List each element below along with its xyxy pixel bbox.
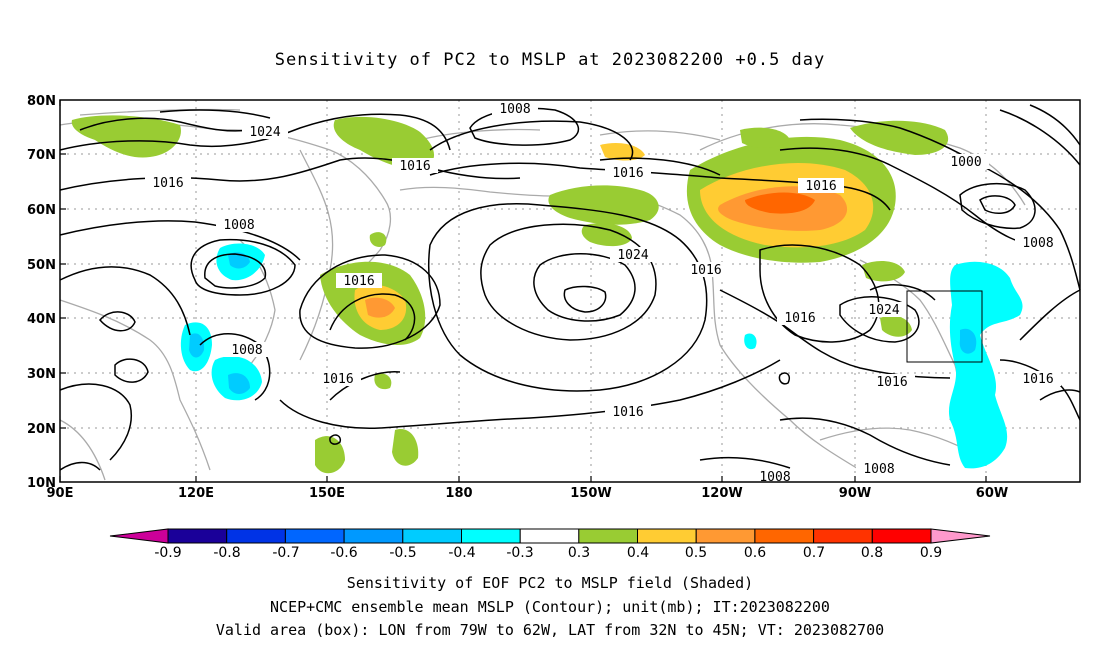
colorbar-cell	[226, 528, 286, 544]
colorbar-cell	[284, 528, 345, 544]
contour-label: 1008	[231, 343, 262, 358]
contour-label: 1016	[152, 176, 183, 191]
colorbar-label: 0.7	[803, 545, 825, 561]
colorbar-cell	[871, 528, 932, 544]
map-title: Sensitivity of PC2 to MSLP at 2023082200…	[274, 50, 826, 70]
lat-tick-label: 40N	[27, 312, 56, 327]
lat-tick-label: 30N	[27, 367, 56, 382]
contour-label: 1016	[876, 375, 907, 390]
valid-area-box	[906, 290, 983, 363]
map-area: 1008 1024 1016 1016 1008 1016 1016 1024 …	[59, 99, 1081, 485]
map-frame	[59, 99, 1081, 483]
colorbar-cell	[343, 528, 404, 544]
colorbar-low-cap	[109, 528, 169, 544]
mslp-contours	[59, 104, 1081, 471]
caption-line-2: NCEP+CMC ensemble mean MSLP (Contour); u…	[270, 598, 830, 616]
lon-tick-label: 120E	[178, 486, 214, 501]
lat-tick-label: 60N	[27, 203, 56, 218]
lat-labels: 80N 70N 60N 50N 40N 30N 20N 10N	[27, 94, 56, 491]
contour-label: 1024	[249, 125, 280, 140]
lat-tick-label: 80N	[27, 94, 56, 109]
colorbar-label: -0.7	[272, 545, 299, 561]
colorbar-label: 0.4	[627, 545, 649, 561]
contour-labels: 1008 1024 1016 1016 1008 1016 1016 1024 …	[152, 102, 1054, 485]
colorbar-label: 0.6	[744, 545, 766, 561]
colorbar-label: -0.4	[448, 545, 475, 561]
lat-tick-label: 70N	[27, 148, 56, 163]
colorbar	[109, 528, 991, 544]
colorbar-label: 0.9	[920, 545, 942, 561]
sensitivity-shading	[71, 115, 1023, 474]
caption-line-3: Valid area (box): LON from 79W to 62W, L…	[215, 621, 885, 639]
colorbar-label: -0.9	[154, 545, 181, 561]
colorbar-cells	[167, 528, 932, 544]
lat-tick-label: 10N	[27, 476, 56, 491]
contour-label: 1016	[343, 274, 374, 289]
colorbar-cell	[461, 528, 521, 544]
contour-label: 1008	[1022, 236, 1053, 251]
lon-tick-label: 150E	[309, 486, 345, 501]
contour-label: 1016	[1022, 372, 1053, 387]
contour-label: 1016	[399, 159, 430, 174]
contour-label: 1024	[617, 248, 648, 263]
lat-tick-label: 20N	[27, 422, 56, 437]
colorbar-label: -0.5	[389, 545, 416, 561]
caption-line-1: Sensitivity of EOF PC2 to MSLP field (Sh…	[346, 574, 754, 592]
colorbar-label: -0.3	[506, 545, 533, 561]
colorbar-cell	[578, 528, 638, 544]
colorbar-cell	[402, 528, 462, 544]
colorbar-high-cap	[930, 528, 991, 544]
contour-label: 1008	[863, 462, 894, 477]
lon-tick-label: 150W	[570, 486, 611, 501]
lat-tick-label: 50N	[27, 258, 56, 273]
lon-tick-label: 60W	[976, 486, 1008, 501]
lon-tick-label: 180	[445, 486, 472, 501]
colorbar-label: 0.3	[568, 545, 590, 561]
contour-label: 1016	[784, 311, 815, 326]
contour-label: 1000	[950, 155, 981, 170]
colorbar-labels: -0.9 -0.8 -0.7 -0.6 -0.5 -0.4 -0.3 0.3 0…	[154, 545, 942, 561]
contour-label: 1016	[612, 166, 643, 181]
contour-label: 1008	[499, 102, 530, 117]
colorbar-label: -0.8	[213, 545, 240, 561]
colorbar-label: 0.5	[685, 545, 707, 561]
lon-tick-label: 90E	[47, 486, 74, 501]
colorbar-cell	[167, 528, 228, 544]
colorbar-cell	[637, 528, 697, 544]
contour-label: 1016	[690, 263, 721, 278]
contour-label: 1008	[223, 218, 254, 233]
tick-marks	[59, 100, 987, 482]
contour-label: 1024	[868, 303, 899, 318]
colorbar-label: -0.6	[330, 545, 357, 561]
colorbar-cell	[519, 528, 580, 544]
lon-labels: 90E 120E 150E 180 150W 120W 90W 60W	[47, 486, 1009, 501]
colorbar-cell	[754, 528, 815, 544]
contour-label: 1016	[612, 405, 643, 420]
contour-label: 1016	[322, 372, 353, 387]
colorbar-label: 0.8	[861, 545, 883, 561]
colorbar-cell	[695, 528, 756, 544]
contour-label: 1016	[805, 179, 836, 194]
colorbar-cell	[813, 528, 873, 544]
lon-tick-label: 90W	[839, 486, 871, 501]
lon-tick-label: 120W	[701, 486, 742, 501]
